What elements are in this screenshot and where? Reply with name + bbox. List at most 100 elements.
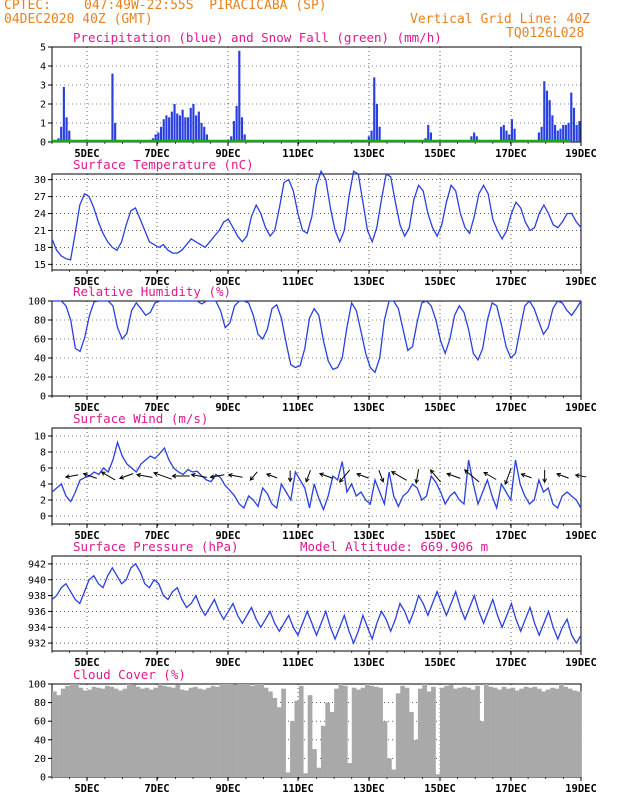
xtick-label-2-0: 5DEC	[74, 402, 99, 414]
cloud-bar-21	[144, 687, 150, 777]
precip-bar-191	[567, 123, 570, 142]
precip-bar-183	[545, 90, 549, 142]
ytick-label-1-5: 30	[34, 175, 46, 186]
series-line-1	[51, 169, 582, 261]
ytick-label-2-5: 100	[28, 297, 46, 308]
ytick-label-1-1: 18	[34, 243, 46, 254]
wind-arrow-shaft-9	[228, 474, 243, 478]
wind-arrow-shaft-4	[136, 474, 153, 478]
xtick-label-1-2: 9DEC	[215, 276, 240, 288]
precip-bar-169	[508, 134, 511, 142]
ytick-label-0-4: 4	[40, 62, 46, 73]
precip-bar-181	[540, 126, 543, 142]
wind-arrow-head-27	[556, 472, 562, 478]
precip-bar-70	[240, 117, 244, 142]
precip-bar-54	[197, 111, 200, 142]
xtick-label-3-4: 13DEC	[353, 530, 385, 542]
precip-bar-192	[570, 92, 573, 142]
cloud-bar-58	[307, 695, 313, 777]
ytick-label-0-3: 3	[40, 81, 46, 92]
cloud-bar-15	[118, 690, 123, 777]
xtick-label-4-3: 11DEC	[282, 657, 314, 669]
precip-bar-48	[181, 109, 184, 142]
cloud-bar-75	[382, 721, 388, 777]
precip-bar-69	[238, 50, 241, 142]
wind-arrow-shaft-5	[153, 472, 172, 480]
cloud-bar-40	[228, 684, 234, 777]
cloud-bar-0	[52, 691, 57, 777]
precip-bar-119	[373, 77, 376, 142]
xtick-label-3-3: 11DEC	[282, 530, 314, 542]
wind-arrow-head-0	[64, 474, 70, 479]
cloud-bar-66	[342, 685, 348, 777]
ytick-label-2-4: 80	[34, 316, 46, 327]
wind-arrow-shaft-13	[305, 470, 311, 482]
precip-bar-46	[176, 113, 179, 142]
cloud-bar-60	[316, 767, 322, 777]
cloud-bar-52	[281, 688, 286, 777]
ytick-label-5-2: 40	[34, 735, 46, 746]
cloud-bar-98	[484, 684, 489, 777]
cloud-bar-53	[285, 772, 291, 777]
precip-bar-140	[429, 132, 433, 142]
cloud-bar-22	[148, 689, 154, 777]
cloud-bar-20	[140, 688, 145, 777]
cloud-bar-114	[554, 688, 560, 777]
precip-bar-67	[232, 121, 235, 142]
xtick-label-2-6: 17DEC	[495, 402, 527, 414]
cloud-bar-49	[268, 691, 273, 777]
wind-arrow-shaft-1	[83, 473, 97, 479]
cloud-bar-34	[201, 689, 207, 777]
cloud-bar-16	[122, 688, 128, 777]
ytick-label-0-5: 5	[40, 43, 46, 54]
cloud-bar-106	[519, 688, 524, 777]
ytick-label-0-0: 0	[40, 138, 46, 149]
wind-arrow-shaft-10	[249, 471, 258, 481]
cloud-bar-117	[567, 688, 573, 777]
xtick-label-3-6: 17DEC	[495, 530, 527, 542]
cloud-bar-48	[263, 687, 269, 777]
precip-bar-41	[162, 119, 165, 142]
cloud-bar-42	[237, 684, 242, 777]
cloud-bar-14	[113, 688, 119, 777]
wind-arrow-shaft-28	[575, 474, 587, 478]
cloud-bar-99	[488, 686, 494, 777]
xtick-label-5-3: 11DEC	[282, 783, 314, 795]
wind-arrow-head-25	[520, 473, 526, 478]
panel-title-0: Precipitation (blue) and Snow Fall (gree…	[73, 30, 442, 45]
xtick-label-4-2: 9DEC	[215, 657, 240, 669]
header-run: 04DEC2020 40Z (GMT)	[4, 12, 153, 27]
cloud-bar-83	[417, 688, 423, 777]
wind-arrow-shaft-2	[101, 471, 116, 481]
ytick-label-1-0: 15	[34, 260, 46, 271]
cloud-bar-26	[166, 686, 172, 777]
cloud-bar-35	[206, 687, 211, 777]
precip-bar-51	[189, 107, 192, 142]
cloud-bar-55	[294, 700, 300, 777]
cloud-bar-28	[175, 684, 181, 777]
cloud-bar-77	[391, 769, 397, 777]
precip-bar-182	[543, 81, 546, 142]
cloud-bar-109	[532, 686, 538, 777]
precip-bar-166	[500, 126, 503, 142]
ytick-label-2-3: 60	[34, 335, 46, 346]
precip-bar-118	[370, 130, 373, 142]
cloud-bar-119	[576, 691, 582, 777]
precip-bar-50	[186, 117, 190, 142]
cloud-bar-38	[219, 684, 225, 777]
ytick-label-1-2: 21	[34, 226, 46, 237]
precip-bar-49	[184, 117, 187, 142]
series-line-3	[51, 440, 582, 512]
wind-arrow-shaft-7	[191, 474, 208, 478]
xtick-label-5-4: 13DEC	[353, 783, 385, 795]
cloud-bar-110	[536, 688, 542, 777]
cloud-bar-101	[497, 689, 502, 777]
xtick-label-4-6: 17DEC	[495, 657, 527, 669]
cloud-bar-44	[245, 684, 251, 777]
precip-bar-156	[473, 132, 476, 142]
precip-bar-185	[551, 115, 554, 142]
precip-bar-170	[510, 119, 513, 142]
wind-arrow-head-4	[136, 472, 141, 478]
xtick-label-1-0: 5DEC	[74, 276, 99, 288]
precip-bar-195	[578, 121, 581, 142]
